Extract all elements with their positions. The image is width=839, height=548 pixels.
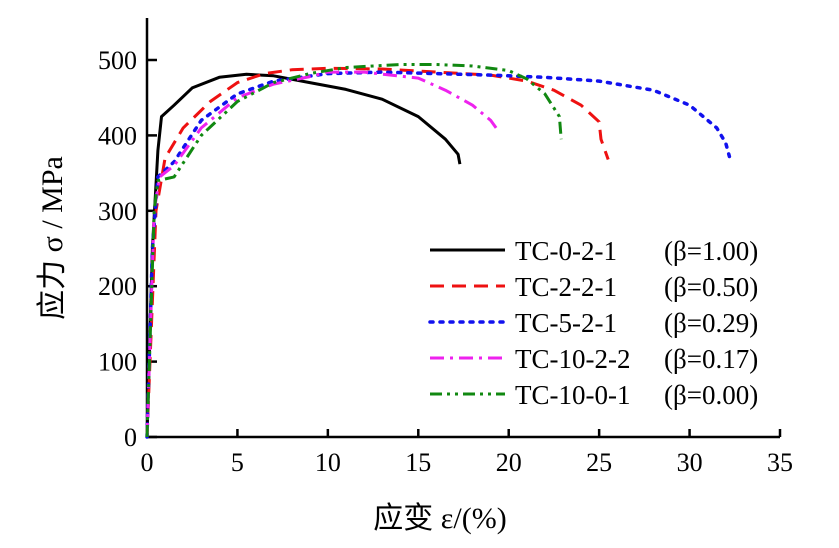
legend-label: TC-0-2-1 — [515, 236, 617, 266]
y-tick-label: 200 — [98, 272, 137, 301]
legend-beta: (β=0.50) — [664, 272, 758, 302]
legend-label: TC-10-0-1 — [515, 380, 630, 410]
legend-label: TC-10-2-2 — [515, 344, 630, 374]
y-tick-label: 300 — [98, 197, 137, 226]
x-tick-label: 15 — [405, 448, 431, 477]
series-line-tc-2-2-1 — [145, 66, 610, 438]
x-axis-label: 应变 ε/(%) — [373, 502, 506, 535]
series-line-tc-10-2-2 — [145, 70, 498, 438]
x-tick-label: 25 — [586, 448, 612, 477]
x-tick-label: 35 — [767, 448, 793, 477]
x-tick-label: 0 — [141, 448, 154, 477]
x-tick-label: 30 — [677, 448, 703, 477]
y-tick-label: 500 — [98, 46, 137, 75]
axes: 0 5 10 15 20 25 30 35 0 100 200 300 400 500 — [98, 18, 793, 477]
x-tick-label: 20 — [496, 448, 522, 477]
series-lines — [145, 63, 732, 439]
legend-beta: (β=0.29) — [664, 308, 758, 338]
legend-label: TC-5-2-1 — [515, 308, 617, 338]
y-tick-label: 100 — [98, 348, 137, 377]
x-tick-label: 10 — [315, 448, 341, 477]
y-tick-label: 0 — [124, 423, 137, 452]
y-tick-label: 400 — [98, 121, 137, 150]
legend-beta: (β=0.17) — [664, 344, 758, 374]
series-line-tc-10-0-1 — [145, 63, 563, 438]
legend-beta: (β=1.00) — [664, 236, 758, 266]
legend-beta: (β=0.00) — [664, 380, 758, 410]
legend: TC-0-2-1 (β=1.00) TC-2-2-1 (β=0.50) TC-5-2-1… — [428, 236, 758, 410]
legend-label: TC-2-2-1 — [515, 272, 617, 302]
x-tick-label: 5 — [231, 448, 244, 477]
y-axis-label: 应力 σ / MPa — [36, 156, 69, 320]
series-line-tc-5-2-1 — [145, 70, 732, 439]
